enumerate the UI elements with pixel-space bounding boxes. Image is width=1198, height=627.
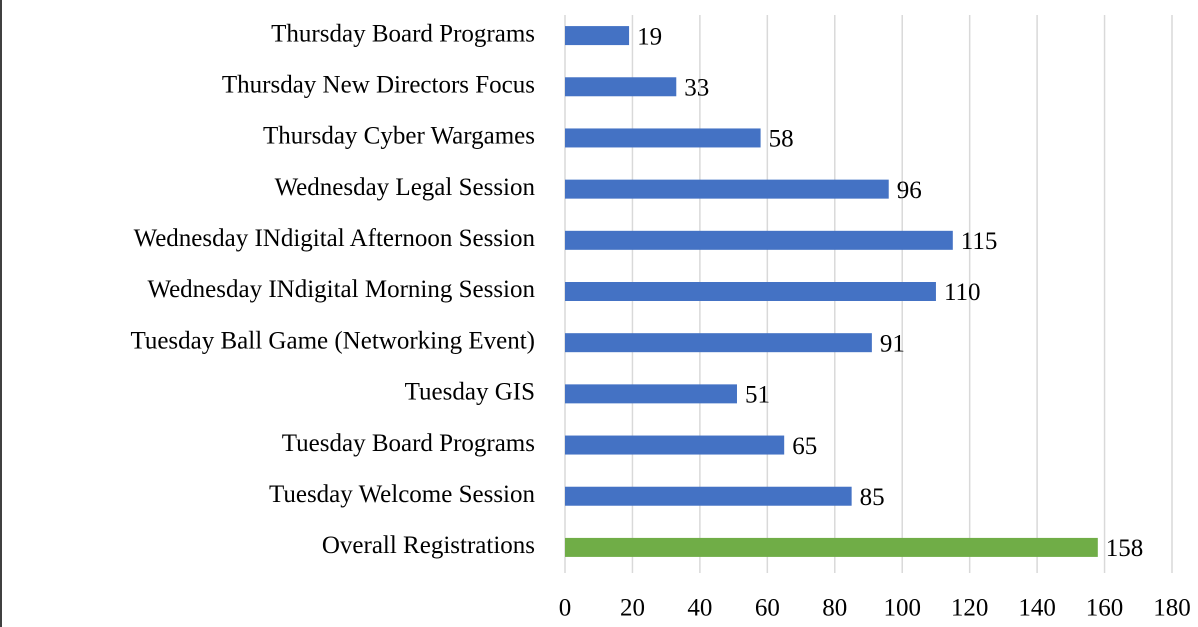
data-label: 85: [860, 484, 885, 511]
x-tick-label: 60: [755, 595, 780, 622]
data-label: 65: [792, 433, 817, 460]
y-tick-label: Wednesday Legal Session: [275, 174, 536, 201]
y-tick-label: Overall Registrations: [322, 532, 535, 559]
bar: [565, 384, 737, 404]
bar: [565, 333, 872, 353]
x-tick-label: 20: [620, 595, 645, 622]
data-label: 110: [944, 279, 981, 306]
y-tick-label: Wednesday INdigital Morning Session: [147, 276, 535, 303]
data-label: 158: [1106, 535, 1144, 562]
x-tick-label: 100: [883, 595, 921, 622]
bar: [565, 230, 953, 250]
y-tick-label: Tuesday Welcome Session: [269, 481, 536, 508]
y-tick-label: Thursday Board Programs: [271, 20, 535, 47]
y-tick-label: Thursday Cyber Wargames: [263, 123, 535, 150]
bar: [565, 282, 936, 301]
bar: [565, 179, 889, 199]
y-tick-label: Tuesday Board Programs: [282, 430, 535, 457]
bar: [565, 435, 785, 455]
y-tick-label: Thursday New Directors Focus: [222, 72, 535, 99]
data-label: 33: [684, 75, 709, 102]
data-label: 96: [897, 177, 922, 204]
data-label: 58: [769, 126, 794, 153]
bar: [565, 486, 852, 506]
bar: [565, 128, 761, 148]
x-tick-label: 0: [559, 595, 572, 622]
data-label: 115: [961, 228, 998, 255]
bar: [565, 77, 677, 97]
y-tick-label: Tuesday Ball Game (Networking Event): [130, 327, 535, 354]
x-tick-label: 40: [687, 595, 712, 622]
data-label: 19: [637, 23, 662, 50]
bar: [565, 26, 630, 46]
x-tick-label: 180: [1153, 595, 1191, 622]
x-tick-label: 120: [951, 595, 989, 622]
x-tick-label: 80: [822, 595, 847, 622]
y-tick-label: Tuesday GIS: [405, 379, 535, 406]
data-label: 91: [880, 330, 905, 357]
bar: [565, 537, 1098, 557]
data-label: 51: [745, 382, 770, 409]
x-tick-label: 140: [1018, 595, 1056, 622]
y-tick-label: Wednesday INdigital Afternoon Session: [134, 225, 536, 252]
x-tick-label: 160: [1086, 595, 1124, 622]
